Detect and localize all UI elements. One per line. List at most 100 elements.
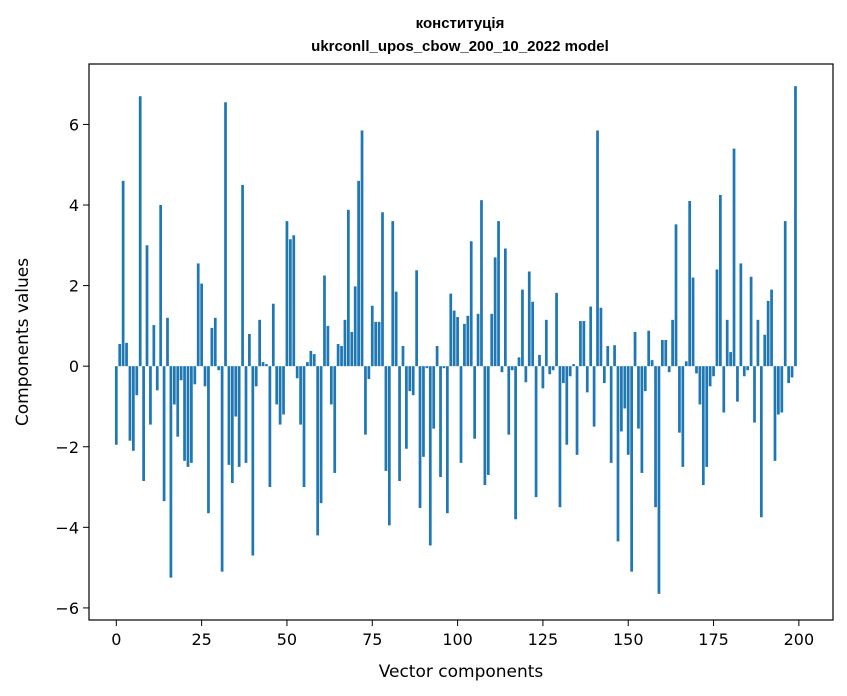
x-tick-label-25: 25 [191,630,211,649]
bar-74 [367,366,371,380]
bar-20 [183,366,186,461]
bar-136 [579,321,582,367]
bar-195 [780,366,784,413]
bar-104 [469,241,473,367]
bar-107 [480,200,483,367]
bar-95 [439,366,442,477]
bar-119 [521,289,524,367]
bar-176 [715,269,719,367]
bar-19 [179,366,183,381]
bar-141 [596,130,599,367]
bar-185 [746,366,750,371]
y-tick-label-4: 4 [69,196,79,215]
bar-56 [306,362,309,367]
bar-29 [213,317,217,367]
y-axis-ticks: −6 −4 −2 0 2 4 6 [55,115,89,618]
bar-22 [190,366,193,463]
bar-9 [145,245,149,367]
bar-197 [787,366,790,384]
bar-14 [162,366,166,502]
bar-116 [510,366,514,371]
bar-155 [643,366,647,392]
bar-172 [701,366,705,486]
bar-150 [626,366,630,455]
bar-108 [483,366,487,486]
y-tick-label-2: 2 [69,277,79,296]
bar-63 [329,366,333,405]
bar-144 [606,346,610,367]
bar-39 [248,333,251,367]
bar-70 [353,286,357,367]
bar-36 [237,366,241,467]
bar-153 [637,366,640,429]
bar-106 [476,313,480,367]
bar-147 [616,366,620,542]
bar-93 [432,366,436,429]
bar-124 [538,354,541,367]
bar-174 [708,366,712,387]
bar-34 [230,366,234,484]
bar-73 [364,366,367,435]
bar-118 [517,357,521,367]
bar-81 [391,221,395,367]
bar-178 [722,366,726,413]
y-axis-label: Components values [13,258,33,426]
bar-61 [323,275,326,367]
bar-86 [408,366,412,392]
chart-title: конституція [416,15,505,32]
bar-37 [241,184,244,367]
bar-187 [753,366,756,423]
bar-77 [377,321,381,367]
bar-72 [360,130,364,367]
bar-189 [759,366,763,518]
bar-100 [456,317,459,367]
chart-subtitle: ukrconll_upos_cbow_200_10_2022 model [311,38,609,55]
y-tick-label--6: −6 [55,599,79,618]
bar-69 [350,331,354,367]
bar-54 [299,366,302,425]
bar-68 [347,209,350,367]
x-tick-label-175: 175 [698,630,729,649]
bar-5 [132,366,135,451]
bar-134 [572,364,575,367]
x-tick-label-75: 75 [362,630,382,649]
bar-12 [155,366,159,391]
x-tick-label-125: 125 [528,630,559,649]
bar-139 [589,306,593,367]
bar-92 [428,366,432,546]
bar-45 [268,366,272,488]
bar-50 [285,221,289,367]
bar-161 [664,339,668,367]
bar-146 [613,345,616,367]
bar-16 [169,366,173,578]
bar-127 [548,366,552,375]
bar-41 [254,366,258,387]
bar-28 [210,327,214,367]
bar-38 [244,366,248,463]
bar-123 [534,366,538,498]
y-tick-label--2: −2 [55,438,79,457]
bar-191 [766,300,770,367]
bar-175 [712,366,715,377]
bar-114 [504,248,507,367]
bar-140 [592,366,596,427]
bar-96 [442,366,446,369]
bar-103 [466,315,470,367]
bar-180 [729,352,732,367]
bar-67 [343,319,347,367]
bar-198 [790,366,794,378]
bar-52 [292,235,296,367]
bar-121 [527,271,531,367]
bar-149 [623,366,627,409]
bar-94 [435,346,439,367]
bar-44 [265,364,268,367]
bar-42 [258,319,262,367]
bar-23 [193,366,197,385]
bar-2 [121,180,125,367]
bar-79 [384,366,388,471]
bar-15 [166,317,169,367]
bar-25 [200,283,203,367]
bar-151 [630,366,634,572]
bar-157 [650,360,654,367]
